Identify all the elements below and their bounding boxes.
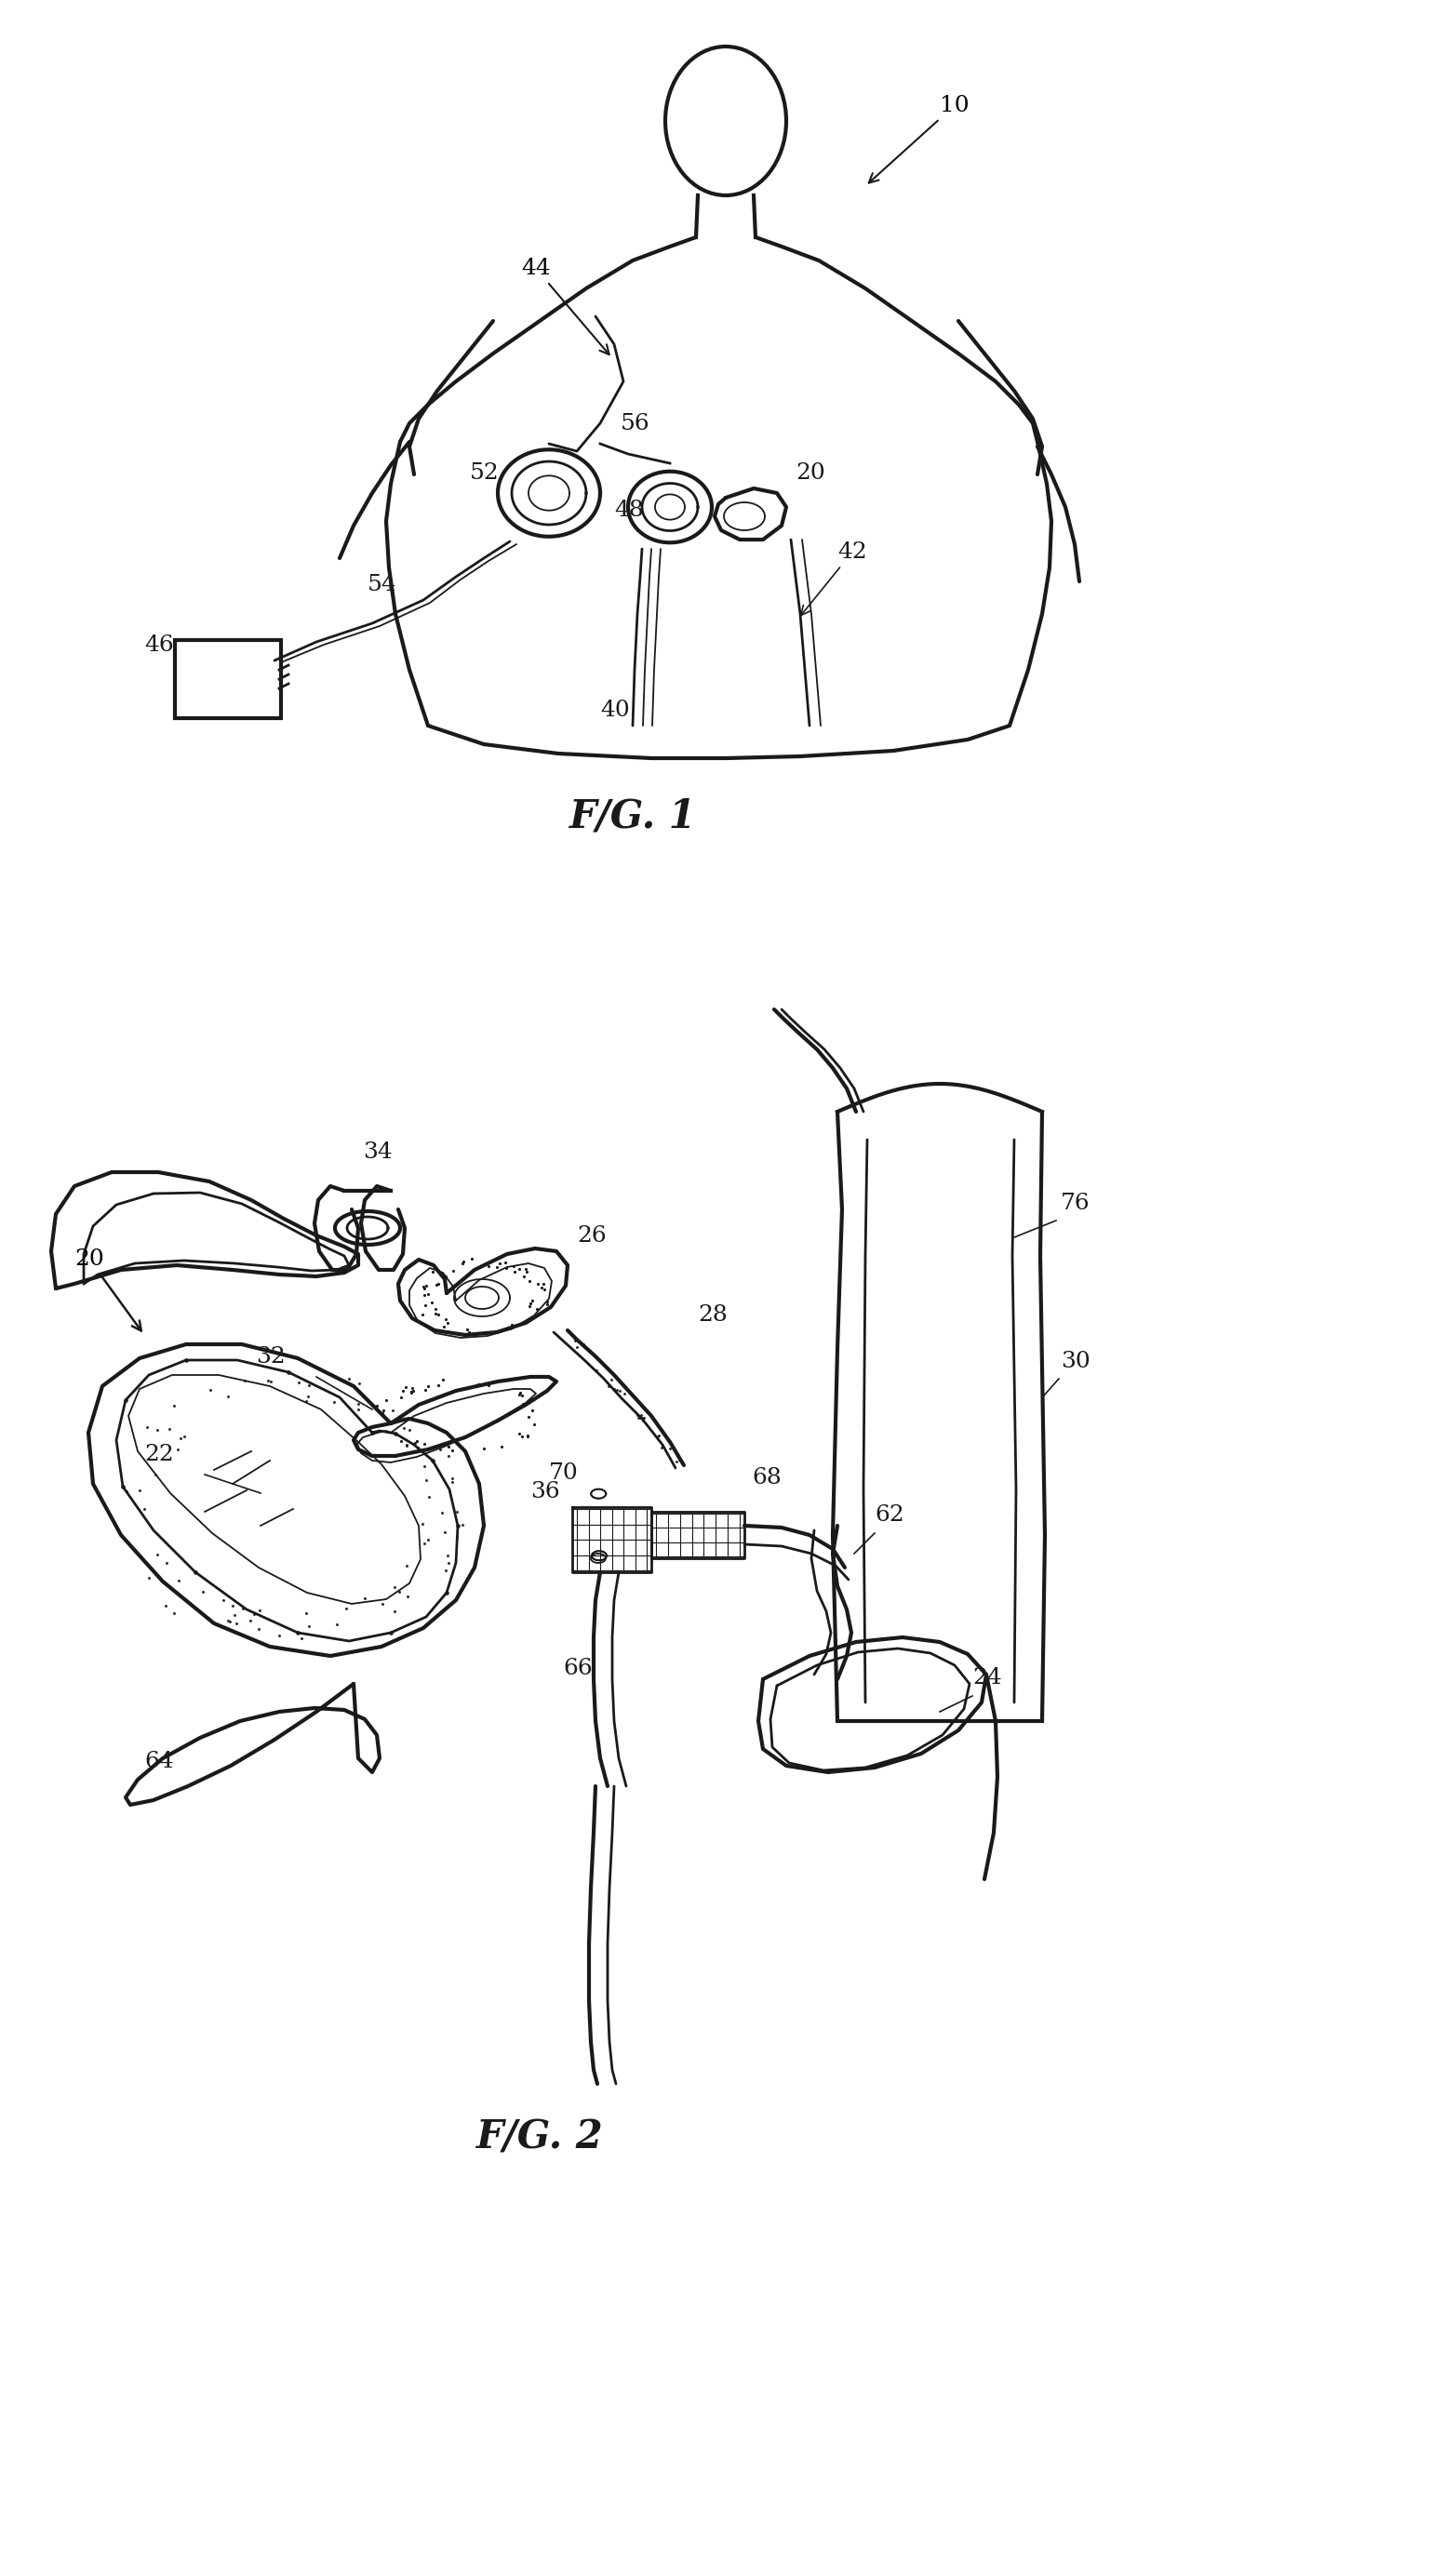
Text: 32: 32 bbox=[256, 1347, 286, 1368]
Text: 56: 56 bbox=[620, 412, 650, 435]
Text: 22: 22 bbox=[144, 1443, 173, 1466]
Text: F/G. 2: F/G. 2 bbox=[475, 2117, 603, 2156]
Text: 76: 76 bbox=[1061, 1193, 1091, 1213]
Text: 40: 40 bbox=[600, 701, 630, 721]
Text: 30: 30 bbox=[1061, 1350, 1091, 1373]
Text: 42: 42 bbox=[801, 541, 867, 616]
Text: 44: 44 bbox=[522, 258, 610, 355]
Text: F/G. 1: F/G. 1 bbox=[569, 796, 696, 837]
Text: 10: 10 bbox=[868, 95, 970, 183]
Text: 24: 24 bbox=[972, 1667, 1001, 1687]
Text: 62: 62 bbox=[874, 1504, 905, 1525]
Text: 34: 34 bbox=[363, 1141, 393, 1162]
Text: 66: 66 bbox=[564, 1659, 592, 1680]
Text: 64: 64 bbox=[144, 1752, 173, 1772]
Text: 36: 36 bbox=[530, 1481, 559, 1502]
Text: 48: 48 bbox=[614, 500, 643, 520]
Text: 20: 20 bbox=[796, 461, 825, 484]
Text: 52: 52 bbox=[470, 461, 500, 484]
Text: 26: 26 bbox=[577, 1226, 607, 1247]
Text: 46: 46 bbox=[144, 634, 173, 657]
Text: 20: 20 bbox=[75, 1249, 142, 1332]
Text: 70: 70 bbox=[549, 1463, 578, 1484]
Text: 54: 54 bbox=[367, 574, 397, 595]
Text: 68: 68 bbox=[751, 1468, 782, 1489]
Text: 28: 28 bbox=[698, 1303, 727, 1327]
